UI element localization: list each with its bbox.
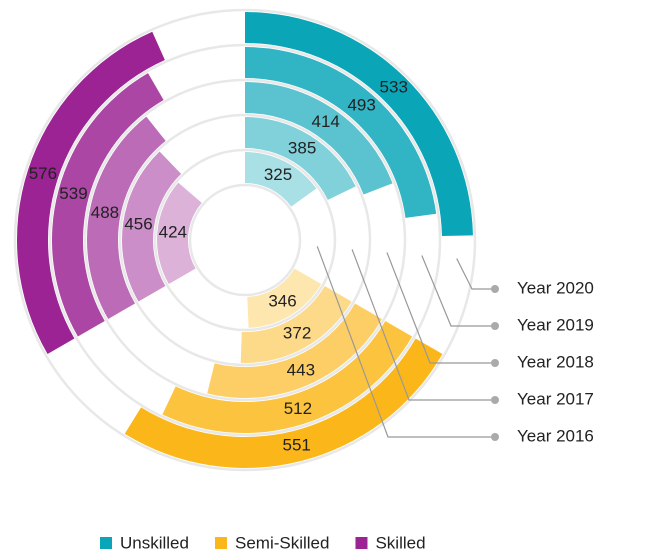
ring-label: Year 2020 (517, 278, 594, 297)
leader-line (421, 255, 495, 327)
bar (245, 117, 356, 200)
legend-label: Skilled (375, 533, 425, 552)
data-label: 533 (380, 78, 408, 97)
bar (240, 286, 352, 363)
data-label: 414 (312, 112, 340, 131)
leader-line (351, 249, 495, 401)
data-label: 551 (283, 436, 311, 455)
bar (86, 116, 166, 319)
ring-label: Year 2016 (517, 426, 594, 445)
leader-line (316, 246, 495, 438)
data-label: 488 (91, 203, 119, 222)
legend-swatch (355, 537, 368, 549)
ring-outline (153, 148, 337, 332)
ring-label: Year 2017 (517, 389, 594, 408)
bar (247, 268, 322, 328)
data-label: 346 (268, 292, 296, 311)
bar (122, 151, 182, 302)
bar (162, 321, 413, 433)
legend-label: Semi-Skilled (235, 533, 329, 552)
leader-dot (491, 285, 499, 293)
ring-outline (188, 183, 302, 297)
bar (157, 182, 202, 284)
bar (245, 152, 317, 207)
ring-outline (48, 43, 442, 437)
data-label: 385 (288, 138, 316, 157)
ring-label: Year 2018 (517, 352, 594, 371)
data-label: 576 (29, 164, 57, 183)
bar (245, 12, 473, 236)
bar (51, 73, 164, 337)
ring-outline (13, 8, 477, 472)
ring-outline (83, 78, 407, 402)
legend-label: Unskilled (120, 533, 189, 552)
leader-line (456, 258, 495, 290)
data-label: 493 (347, 96, 375, 115)
data-label: 325 (264, 165, 292, 184)
ring-label: Year 2019 (517, 315, 594, 334)
leader-dot (491, 396, 499, 404)
data-label: 539 (59, 184, 87, 203)
legend-swatch (214, 537, 227, 549)
data-label: 456 (124, 215, 152, 234)
legend-swatch (100, 537, 112, 549)
bar (245, 47, 437, 218)
bar (245, 82, 393, 195)
ring-outline (118, 113, 372, 367)
data-label: 443 (287, 361, 315, 380)
data-label: 512 (284, 399, 312, 418)
leader-dot (491, 322, 499, 330)
leader-dot (491, 359, 499, 367)
data-label: 424 (159, 223, 187, 242)
bar (207, 303, 382, 399)
leader-line (386, 252, 495, 364)
bar (16, 31, 165, 354)
data-label: 372 (283, 324, 311, 343)
bar (124, 338, 443, 468)
leader-dot (491, 433, 499, 441)
